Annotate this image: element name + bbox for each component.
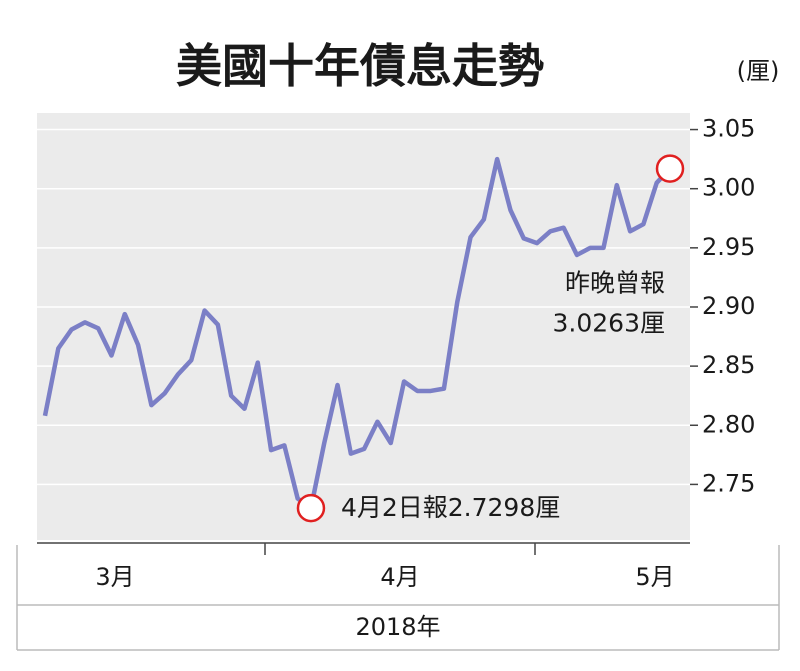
annotation: 4月2日報2.7298厘 [341, 493, 560, 522]
y-tick-label: 3.00 [702, 174, 755, 202]
chart-title: 美國十年債息走勢 [176, 39, 544, 93]
month-label: 4月 [380, 563, 419, 591]
y-tick-label: 2.80 [702, 410, 755, 438]
plot-area [37, 113, 690, 540]
highlight-marker [296, 493, 326, 523]
y-tick-label: 2.85 [702, 351, 755, 379]
unit-label: (厘) [737, 57, 780, 85]
line [42, 156, 672, 511]
highlight-marker [655, 154, 685, 183]
annotation: 昨晚曾報 [565, 269, 665, 298]
y-tick-label: 2.75 [702, 469, 755, 497]
y-tick-label: 2.90 [702, 292, 755, 320]
year-label: 2018年 [355, 613, 440, 641]
y-tick-label: 2.95 [702, 233, 755, 261]
month-label: 3月 [95, 563, 134, 591]
annotation: 3.0263厘 [553, 309, 665, 338]
month-label: 5月 [635, 563, 674, 591]
y-tick-label: 3.05 [702, 115, 755, 143]
